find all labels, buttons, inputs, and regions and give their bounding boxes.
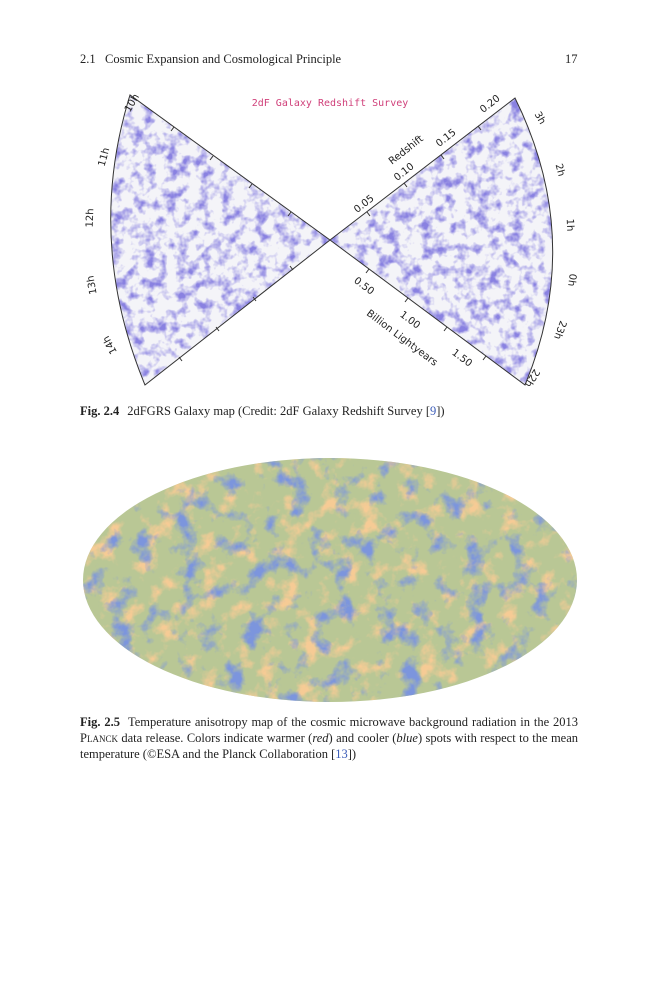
galaxy-density (110, 95, 553, 385)
caption-text: ) and cooler ( (328, 731, 397, 745)
ra-label: 11h (97, 146, 113, 167)
redshift-label: Redshift (387, 134, 426, 168)
ra-label: 3h (532, 110, 548, 127)
caption-text: Planck (80, 731, 118, 745)
section-number: 2.1 (80, 52, 96, 66)
distance-tick: 0.50 (351, 275, 375, 297)
caption-text: ]) (347, 747, 357, 761)
distance-tick: 1.00 (397, 309, 421, 331)
caption-text: data release. Colors indicate warmer ( (117, 731, 313, 745)
caption-label: Fig. 2.4 (80, 404, 120, 418)
caption-text: ]) (436, 404, 445, 418)
wedge-outline (110, 94, 554, 386)
section-title: Cosmic Expansion and Cosmological Princi… (105, 52, 342, 66)
cmb-map (83, 458, 577, 702)
caption-text: red (312, 731, 329, 745)
ra-label: 23h (551, 319, 568, 341)
ra-label: 1h (564, 218, 575, 231)
page-number: 17 (565, 52, 578, 66)
caption-text: Temperature anisotropy map of the cosmic… (128, 715, 579, 729)
distance-tick: 1.50 (449, 347, 473, 369)
ra-label: 0h (565, 273, 578, 287)
caption-text: blue (396, 731, 418, 745)
caption-text: 2dFGRS Galaxy map (Credit: 2dF Galaxy Re… (127, 404, 430, 418)
ra-label: 2h (553, 163, 567, 178)
running-header: 2.1 Cosmic Expansion and Cosmological Pr… (80, 52, 341, 67)
reference-link[interactable]: 13 (335, 747, 348, 761)
caption: Fig. 2.5 Temperature anisotropy map of th… (80, 714, 578, 762)
edge-ticks (170, 125, 487, 362)
reference-link[interactable]: 9 (429, 404, 437, 418)
caption: Fig. 2.4 2dFGRS Galaxy map (Credit: 2dF G… (80, 403, 578, 419)
caption-label: Fig. 2.5 (80, 715, 120, 729)
ra-label: 14h (101, 334, 120, 356)
figure-title: 2dF Galaxy Redshift Survey (252, 98, 409, 109)
ra-label: 13h (85, 275, 99, 296)
ra-label: 12h (85, 208, 97, 227)
caption-text: ) spots with respect to the mean tempera… (80, 731, 579, 761)
